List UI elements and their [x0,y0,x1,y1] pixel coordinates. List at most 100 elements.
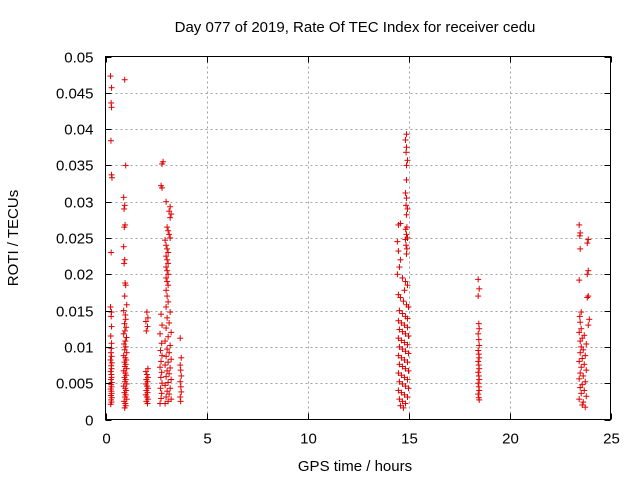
data-point [399,328,406,335]
data-point [476,396,483,403]
data-point [586,316,593,323]
x-axis-ticks: 0 5 10 15 20 25 [102,56,620,448]
x-tick-label: 20 [502,431,519,448]
x-tick-label: 10 [300,431,317,448]
data-point [163,198,170,205]
data-point [121,320,128,327]
data-point [157,330,164,337]
x-tick-label: 15 [401,431,418,448]
data-point [121,202,128,209]
data-point [123,324,130,331]
data-point [403,149,410,156]
data-point [121,293,128,300]
data-point [401,391,408,398]
data-point [395,352,402,359]
data-point [177,367,184,374]
data-point [475,293,482,300]
data-point [164,245,171,252]
data-point [580,399,587,406]
y-tick-label: 0.05 [64,50,93,67]
data-point [395,335,402,342]
data-point [163,325,170,332]
data-point [402,348,409,355]
x-tick-label: 0 [102,431,110,448]
data-point [163,393,170,400]
data-point [576,221,583,228]
y-tick-label: 0.01 [64,340,93,357]
data-point [404,376,411,383]
data-point [121,224,128,231]
data-point [396,326,403,333]
data-point [162,362,169,369]
data-point [120,307,127,314]
data-point [108,340,115,347]
data-point [576,358,583,365]
data-point [165,333,172,340]
data-point [582,404,589,411]
y-tick-label: 0.025 [56,231,94,248]
y-tick-label: 0.045 [56,86,94,103]
data-point [397,256,404,263]
data-point [108,359,115,366]
data-point [165,271,172,278]
data-point [108,323,115,330]
data-point [166,370,173,377]
data-point [394,271,401,278]
data-point [396,264,403,271]
data-point [107,137,114,144]
data-point [475,358,482,365]
data-point [399,346,406,353]
data-point [581,387,588,394]
data-point [405,367,412,374]
y-tick-label: 0.04 [64,122,93,139]
chart-title: Day 077 of 2019, Rate Of TEC Index for r… [175,19,536,36]
data-point [398,389,405,396]
data-point [404,359,411,366]
data-point [144,400,151,407]
data-point [168,211,175,218]
data-point [107,73,114,80]
data-point [165,379,172,386]
y-tick-label: 0.015 [56,304,94,321]
data-point [164,256,171,263]
y-tick-label: 0.005 [56,376,94,393]
data-point [121,205,128,212]
data-point [396,343,403,350]
data-point [158,311,165,318]
data-point [577,349,584,356]
data-point [164,346,171,353]
data-point [405,350,412,357]
data-point [402,136,409,143]
data-point [143,371,150,378]
data-point [167,235,174,241]
data-point [158,358,165,365]
data-point [120,330,127,337]
data-point [107,349,114,356]
data-point [476,387,483,394]
data-point [168,329,175,336]
data-point [403,144,410,151]
data-point [584,271,591,278]
data-point [165,359,172,366]
data-points [107,73,593,411]
data-point [403,231,410,238]
data-point [399,310,406,317]
data-point [576,313,583,320]
data-point [108,104,115,111]
data-point [576,396,583,403]
data-point [475,276,482,283]
data-point [583,393,590,400]
data-point [168,376,175,383]
data-point [403,250,410,257]
data-point [475,380,482,387]
data-point [165,260,172,267]
data-point [163,287,170,294]
data-point [165,298,172,305]
data-point [578,364,585,371]
data-point [579,401,586,408]
data-point [165,282,172,289]
data-point [403,242,410,249]
data-point [163,253,170,260]
data-point [403,211,410,218]
data-point [578,325,585,332]
